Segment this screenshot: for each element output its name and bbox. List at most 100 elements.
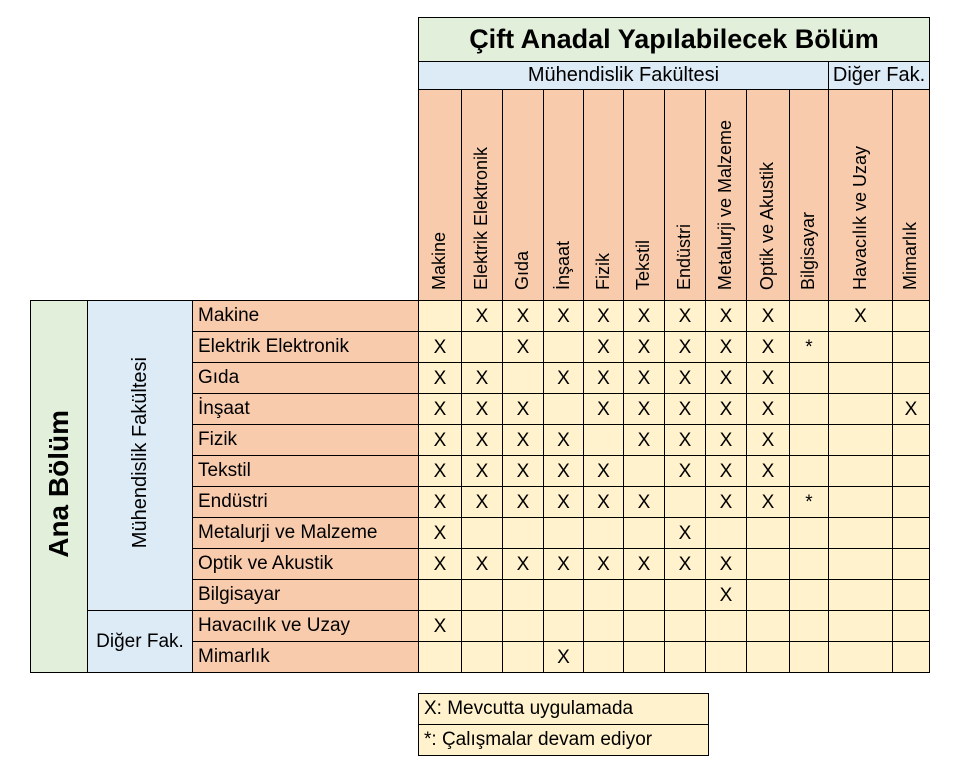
matrix-cell: X	[418, 331, 462, 363]
legend: X: Mevcutta uygulamada *: Çalışmalar dev…	[418, 693, 709, 756]
matrix-cell	[892, 424, 930, 456]
matrix-cell	[746, 548, 790, 580]
table-row: Bilgisayar X	[31, 579, 930, 611]
table-row: Endüstri X X X X X X X X *	[31, 486, 930, 518]
table-title: Çift Anadal Yapılabilecek Bölüm	[418, 17, 930, 62]
matrix-cell	[892, 331, 930, 363]
matrix-cell: X	[705, 393, 747, 425]
matrix-cell: X	[746, 424, 790, 456]
matrix-cell	[789, 455, 829, 487]
matrix-cell: X	[746, 455, 790, 487]
matrix-cell	[828, 331, 893, 363]
matrix-cell: X	[623, 331, 665, 363]
matrix-cell: X	[418, 486, 462, 518]
matrix-cell: X	[623, 548, 665, 580]
matrix-cell: X	[543, 424, 584, 456]
matrix-cell: X	[502, 424, 544, 456]
matrix-cell: X	[746, 362, 790, 394]
column-header-label: Elektrik Elektronik	[471, 146, 492, 290]
matrix-cell: X	[461, 300, 503, 332]
matrix-cell: X	[623, 362, 665, 394]
matrix-cell	[789, 579, 829, 611]
matrix-cell	[664, 579, 706, 611]
empty-corner	[30, 17, 419, 301]
matrix-cell: X	[705, 486, 747, 518]
matrix-cell	[892, 610, 930, 642]
matrix-cell: X	[461, 455, 503, 487]
matrix-cell	[583, 517, 624, 549]
matrix-cell: X	[461, 424, 503, 456]
matrix-cell	[828, 548, 893, 580]
matrix-cell	[892, 486, 930, 518]
matrix-cell: X	[705, 331, 747, 363]
matrix-cell	[664, 486, 706, 518]
table-row: Optik ve Akustik X X X X X X X X	[31, 548, 930, 580]
table-row: Ana Bölüm Mühendislik Fakültesi Makine X X X X…	[30, 300, 930, 673]
matrix-cell	[892, 517, 930, 549]
matrix-cell: X	[583, 331, 624, 363]
matrix-cell	[543, 517, 584, 549]
row-axis: Ana Bölüm	[30, 300, 88, 673]
row-header-11: Havacılık ve Uzay	[192, 610, 419, 642]
row-header-12: Mimarlık	[192, 641, 419, 673]
matrix-cell: X	[664, 300, 706, 332]
matrix-cell: X	[664, 393, 706, 425]
column-header-label: Fizik	[592, 253, 613, 290]
matrix-cell	[892, 579, 930, 611]
column-header-3: Gıda	[502, 89, 544, 301]
column-header-7: Endüstri	[664, 89, 706, 301]
column-header-1: Makine	[418, 89, 462, 301]
matrix-cell: X	[705, 362, 747, 394]
matrix-cell	[828, 517, 893, 549]
matrix-cell: X	[746, 486, 790, 518]
matrix-cell: X	[583, 393, 624, 425]
col-group-engineering: Mühendislik Fakültesi	[418, 61, 829, 90]
matrix-cell	[461, 331, 503, 363]
matrix-cell	[543, 579, 584, 611]
matrix-cell	[461, 641, 503, 673]
column-header-11: Havacılık ve Uzay	[828, 89, 893, 301]
matrix-cell	[543, 610, 584, 642]
matrix-cell: X	[664, 517, 706, 549]
column-header-label: Optik ve Akustik	[757, 161, 778, 290]
matrix-cell: *	[789, 331, 829, 363]
matrix-cell	[461, 610, 503, 642]
matrix-cell	[502, 362, 544, 394]
matrix-cell	[828, 362, 893, 394]
table-row: Tekstil X X X X X X X X	[31, 455, 930, 487]
matrix-cell	[789, 610, 829, 642]
matrix-cell: X	[418, 517, 462, 549]
matrix-cell: X	[543, 548, 584, 580]
matrix-cell: X	[705, 300, 747, 332]
matrix-cell	[892, 455, 930, 487]
matrix-cell	[583, 610, 624, 642]
matrix-cell	[746, 610, 790, 642]
matrix-cell: X	[418, 362, 462, 394]
matrix-cell	[583, 579, 624, 611]
column-header-row: Makine Elektrik Elektronik Gıda İnşaat Fizik…	[31, 89, 930, 301]
matrix-cell	[623, 517, 665, 549]
matrix-cell	[828, 579, 893, 611]
matrix-cell: X	[461, 548, 503, 580]
column-header-label: Makine	[429, 231, 450, 290]
row-header-3: Gıda	[192, 362, 419, 394]
column-header-9: Optik ve Akustik	[746, 89, 790, 301]
matrix-cell: X	[418, 393, 462, 425]
matrix-cell: X	[502, 300, 544, 332]
matrix-cell: X	[461, 393, 503, 425]
matrix-cell	[418, 579, 462, 611]
matrix-cell: X	[418, 424, 462, 456]
matrix-cell: X	[746, 300, 790, 332]
matrix-cell	[789, 424, 829, 456]
matrix-cell: X	[418, 610, 462, 642]
matrix-cell: X	[664, 548, 706, 580]
row-header-6: Tekstil	[192, 455, 419, 487]
matrix-cell	[789, 300, 829, 332]
matrix-cell	[623, 610, 665, 642]
column-header-4: İnşaat	[543, 89, 584, 301]
table-row: Mimarlık X	[31, 641, 930, 673]
matrix-cell: X	[705, 424, 747, 456]
row-header-4: İnşaat	[192, 393, 419, 425]
row-group-other: Diğer Fak.	[87, 610, 193, 673]
matrix-cell	[746, 517, 790, 549]
